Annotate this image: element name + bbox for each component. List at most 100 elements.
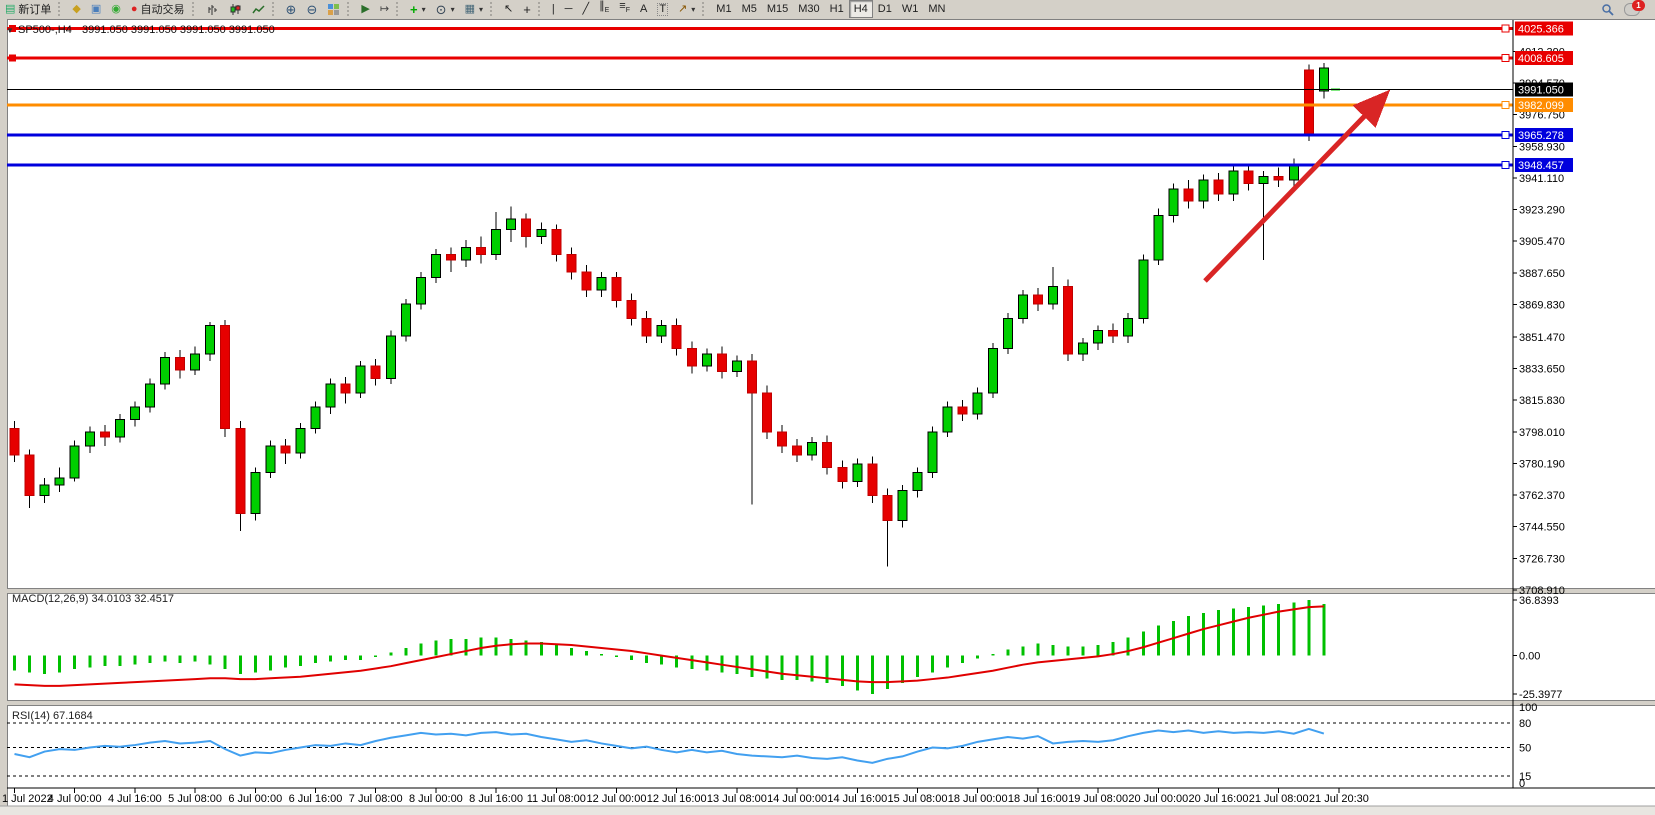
time-tick-label: 14 Jul 00:00 <box>767 793 827 805</box>
toolbar-separator <box>537 2 545 16</box>
candlestick-chart-button[interactable] <box>224 0 247 18</box>
text-icon: A <box>639 2 648 15</box>
tf-m5-button[interactable]: M5 <box>741 3 757 15</box>
macd-panel <box>13 599 1326 695</box>
tf-m15-button[interactable]: M15 <box>766 3 789 15</box>
line-handle[interactable] <box>1501 131 1510 140</box>
tf-m30-button[interactable]: M30 <box>798 3 820 15</box>
bull-candle <box>912 472 923 491</box>
arrows-tool-button[interactable]: ↗ ▾ <box>673 0 700 18</box>
label-tool-button[interactable]: T <box>652 0 673 18</box>
tf-h1-button[interactable]: H1 <box>829 3 844 15</box>
macd-histogram-bar <box>870 655 874 695</box>
bull-candle <box>1093 330 1104 344</box>
bear-candle <box>762 392 772 433</box>
macd-histogram-bar <box>73 655 77 670</box>
macd-histogram-bar <box>359 655 363 661</box>
macd-histogram-bar <box>88 655 92 668</box>
bear-candle <box>1032 294 1043 305</box>
bull-candle <box>1198 179 1209 202</box>
autotrading-button[interactable]: ● 自动交易 <box>126 0 190 18</box>
price-tick-label: 3798.010 <box>1519 427 1565 439</box>
auto-scroll-button[interactable]: ▶ <box>356 0 374 18</box>
time-tick-label: 8 Jul 00:00 <box>409 793 463 805</box>
text-tool-button[interactable]: A <box>635 0 652 18</box>
tf-m1-button[interactable]: M1 <box>716 3 732 15</box>
bear-candle <box>370 365 381 380</box>
macd-histogram-bar <box>1066 646 1070 656</box>
autotrading-icon: ● <box>130 2 138 15</box>
line-handle[interactable] <box>9 54 16 62</box>
chart-header-symbol: SP500-,H4 <box>18 24 72 36</box>
signals-button[interactable]: ◉ <box>106 0 126 18</box>
line-handle[interactable] <box>9 24 16 32</box>
line-handle[interactable] <box>1501 54 1510 63</box>
bear-candle <box>837 466 848 483</box>
macd-histogram-bar <box>1292 602 1296 656</box>
macd-histogram-bar <box>1262 605 1266 656</box>
line-chart-button[interactable] <box>247 0 270 18</box>
price-scale[interactable]: 4012.3903994.5703976.7503958.9303941.110… <box>1512 20 1573 790</box>
tf-w1-button[interactable]: W1 <box>901 3 919 15</box>
chart-shift-button[interactable]: ↦ <box>375 0 394 18</box>
bear-candle <box>792 445 803 456</box>
macd-histogram-bar <box>630 655 634 661</box>
tf-mn-button[interactable]: MN <box>928 3 946 15</box>
notifications-button[interactable]: 1 <box>1619 0 1645 18</box>
bull-candle <box>144 383 155 408</box>
search-button[interactable] <box>1596 0 1619 18</box>
price-level-badge-text: 4025.366 <box>1518 23 1564 35</box>
horizontal-line-tool-button[interactable]: ─ <box>560 0 578 18</box>
panel-separator[interactable] <box>7 588 1655 594</box>
line-handle[interactable] <box>1501 24 1510 33</box>
line-handle[interactable] <box>1501 160 1510 169</box>
macd-histogram-bar <box>419 643 423 656</box>
trendline-icon: ╱ <box>582 2 590 15</box>
price-level-badge-text: 3982.099 <box>1518 100 1564 112</box>
bull-candle <box>807 442 818 456</box>
market-watch-button[interactable]: ◆ <box>67 0 85 18</box>
zoom-in-icon: ⊕ <box>285 1 297 17</box>
cursor-tool-button[interactable]: ↖ <box>499 0 518 18</box>
crosshair-tool-button[interactable]: + <box>518 0 536 18</box>
bear-candle <box>9 427 20 456</box>
bull-candle <box>506 218 517 231</box>
tf-h4-button[interactable]: H4 <box>848 0 873 18</box>
periods-button[interactable]: ⊙ ▾ <box>431 0 460 18</box>
dropdown-arrow-icon: ▾ <box>421 4 426 14</box>
bar-chart-icon <box>208 4 217 15</box>
channel-tool-button[interactable]: ∥E <box>594 0 614 18</box>
bear-candle <box>1063 285 1073 355</box>
bar-chart-button[interactable] <box>201 0 224 18</box>
macd-histogram-bar <box>434 640 438 656</box>
macd-histogram-bar <box>645 655 649 664</box>
tf-d1-button[interactable]: D1 <box>877 3 892 15</box>
data-window-button[interactable]: ▣ <box>86 0 106 18</box>
bear-candle <box>1213 179 1224 195</box>
bear-candle <box>566 253 577 273</box>
panel-separator[interactable] <box>7 700 1655 706</box>
macd-histogram-bar <box>449 638 453 656</box>
price-tick-label: 3958.930 <box>1519 141 1565 153</box>
window-menu-arrow-icon[interactable]: ▼ <box>6 26 14 35</box>
tile-windows-button[interactable] <box>322 0 345 18</box>
templates-button[interactable]: ▦ ▾ <box>460 0 488 18</box>
zoom-out-button[interactable]: ⊖ <box>301 0 322 18</box>
new-order-button[interactable]: ▤ 新订单 <box>0 0 56 18</box>
trendline-tool-button[interactable]: ╱ <box>577 0 594 18</box>
bull-candle <box>1228 170 1239 195</box>
indicators-button[interactable]: + ▾ <box>405 0 431 18</box>
time-tick-label: 18 Jul 16:00 <box>1008 793 1068 805</box>
vertical-line-tool-button[interactable]: | <box>547 0 560 18</box>
toolbar-separator <box>58 2 65 16</box>
bull-candle <box>1288 165 1299 181</box>
line-handle[interactable] <box>1501 101 1510 110</box>
line-chart-icon <box>251 4 265 13</box>
chart-background <box>7 20 1655 806</box>
time-tick-label: 14 Jul 16:00 <box>827 793 887 805</box>
zoom-in-button[interactable]: ⊕ <box>281 0 302 18</box>
price-level-badge <box>1515 157 1573 172</box>
fibonacci-tool-button[interactable]: ≡F <box>614 0 635 18</box>
trend-arrow-annotation[interactable] <box>1203 89 1391 283</box>
